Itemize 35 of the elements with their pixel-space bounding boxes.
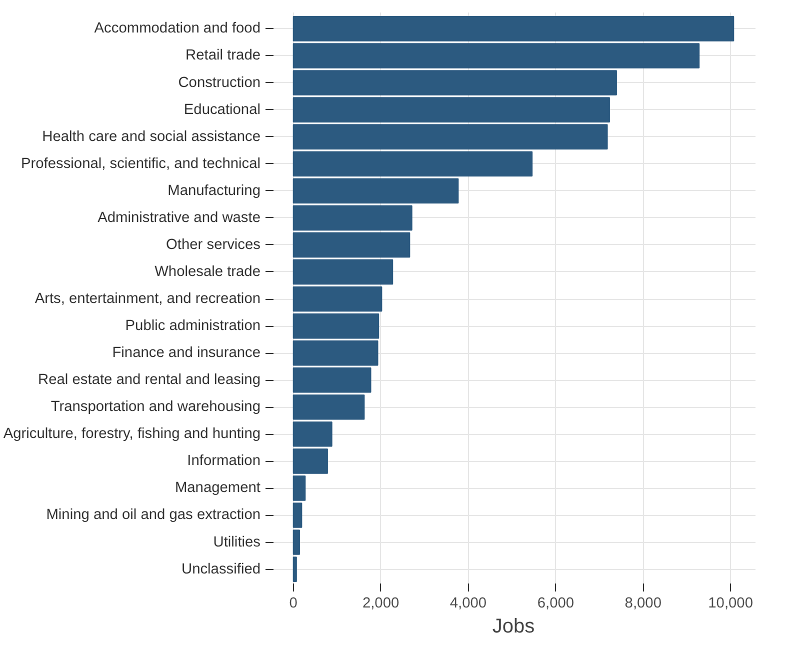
y-tick-label: Arts, entertainment, and recreation — [34, 291, 261, 307]
bar — [292, 205, 412, 231]
x-axis-title: Jobs — [492, 616, 535, 638]
y-tick-label: Accommodation and food — [94, 20, 261, 37]
y-tick-label: Management — [174, 480, 261, 496]
y-tick-label: Public administration — [125, 318, 261, 334]
x-tick-label: 4,000 — [450, 596, 487, 612]
y-tick-label: Finance and insurance — [112, 345, 261, 362]
bar — [292, 232, 410, 258]
y-tick-label: Utilities — [213, 534, 260, 550]
y-tick-label: Manufacturing — [168, 182, 261, 199]
bar — [292, 340, 378, 366]
x-tick-label: 0 — [289, 596, 298, 612]
y-tick-label: Wholesale trade — [154, 264, 261, 280]
x-tick-label: 10,000 — [708, 596, 753, 612]
y-tick-label: Construction — [178, 74, 261, 91]
y-tick-label: Retail trade — [186, 48, 261, 64]
bar — [292, 313, 380, 339]
bar — [292, 286, 382, 312]
y-tick-label: Information — [187, 453, 261, 470]
y-tick-label: Health care and social assistance — [42, 128, 261, 145]
y-tick-label: Professional, scientific, and technical — [20, 156, 261, 172]
x-tick-label: 2,000 — [362, 596, 400, 612]
bar — [292, 367, 372, 393]
y-tick-label: Mining and oil and gas extraction — [46, 507, 261, 524]
y-tick-label: Agriculture, forestry, fishing and hunting — [3, 426, 261, 442]
x-tick-label: 6,000 — [537, 596, 574, 612]
x-tick-label: 8,000 — [624, 596, 662, 612]
y-tick-label: Transportation and warehousing — [50, 399, 261, 416]
y-tick-label: Real estate and rental and leasing — [38, 372, 261, 388]
y-tick-label: Administrative and waste — [98, 210, 261, 226]
y-tick-label: Other services — [166, 236, 261, 253]
bar — [292, 259, 394, 285]
y-tick-label: Unclassified — [181, 561, 260, 578]
y-tick-label: Educational — [184, 102, 261, 118]
